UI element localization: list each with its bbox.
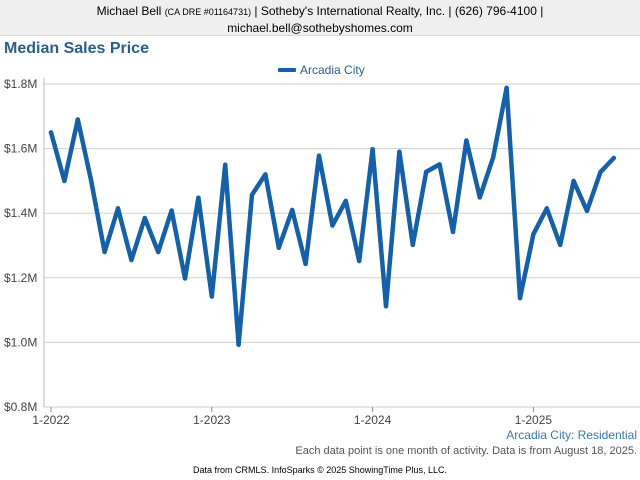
data-credit: Data from CRMLS. InfoSparks © 2025 Showi… (193, 465, 447, 475)
data-point (263, 172, 268, 177)
chart-legend[interactable]: Arcadia City (278, 62, 365, 78)
data-point (410, 242, 415, 248)
y-tick-label: $1.0M (4, 335, 37, 349)
data-point (156, 249, 161, 255)
x-tick-label: 1-2024 (354, 413, 392, 427)
x-tick-label: 1-2022 (32, 413, 70, 427)
agent-name: Michael Bell (96, 4, 162, 18)
data-point (303, 261, 308, 267)
data-point (558, 242, 563, 248)
series-line-arcadia-city (48, 85, 617, 347)
y-tick-label: $1.4M (4, 206, 37, 220)
header-line-1: Michael Bell (CA DRE #01164731) | Sotheb… (0, 3, 640, 20)
data-point (357, 258, 362, 264)
data-point (196, 195, 201, 200)
data-point (437, 162, 442, 167)
legend-label: Arcadia City (300, 63, 365, 77)
data-point (531, 231, 536, 237)
y-tick-label: $0.8M (4, 400, 37, 414)
data-point (370, 147, 375, 152)
data-point (330, 223, 335, 228)
data-point (102, 249, 107, 255)
data-point (424, 169, 429, 175)
data-point (397, 149, 402, 155)
agent-email: michael.bell@sothebyshomes.com (227, 21, 413, 35)
y-tick-label: $1.2M (4, 271, 37, 285)
data-point (223, 162, 228, 167)
data-point (129, 257, 134, 263)
data-point (598, 169, 603, 175)
data-point (48, 130, 54, 135)
data-point (290, 207, 295, 213)
data-point (450, 229, 456, 235)
chart-subtitle: Arcadia City: Residential (506, 428, 637, 442)
data-point (62, 178, 67, 184)
legend-swatch (278, 68, 296, 72)
agent-contact-header: Michael Bell (CA DRE #01164731) | Sotheb… (0, 0, 640, 36)
data-point (611, 155, 616, 161)
data-point (517, 295, 523, 301)
data-point (544, 206, 549, 211)
x-tick-label: 1-2023 (193, 413, 231, 427)
y-tick-label: $1.6M (4, 142, 37, 156)
data-point (209, 294, 214, 299)
data-footnote: Each data point is one month of activity… (295, 445, 637, 457)
y-tick-label: $1.8M (4, 77, 37, 91)
agent-license: (CA DRE #01164731) (164, 7, 252, 17)
grid-layer (44, 83, 640, 408)
agent-company-phone: | Sotheby's International Realty, Inc. |… (251, 4, 544, 18)
data-point (249, 192, 255, 197)
data-point (89, 178, 94, 184)
data-point (75, 117, 81, 122)
data-point (383, 304, 389, 309)
data-point (169, 208, 174, 213)
data-point (584, 208, 590, 214)
page-title: Median Sales Price (4, 40, 149, 57)
data-point (477, 195, 482, 200)
axis-layer: $0.8M $1.0M $1.2M $1.4M $1.6M $1.8M 1-2022 1-20… (4, 77, 552, 427)
series-layer (48, 85, 617, 347)
data-point (571, 178, 576, 184)
data-point (115, 206, 121, 211)
x-tick-label: 1-2025 (515, 413, 553, 427)
data-point (464, 138, 469, 143)
data-point (182, 276, 188, 281)
data-point (504, 85, 509, 91)
data-point (491, 155, 496, 160)
data-point (343, 198, 348, 204)
data-point (236, 342, 241, 347)
data-point (142, 215, 147, 221)
data-point (316, 153, 322, 158)
data-point (276, 245, 281, 250)
